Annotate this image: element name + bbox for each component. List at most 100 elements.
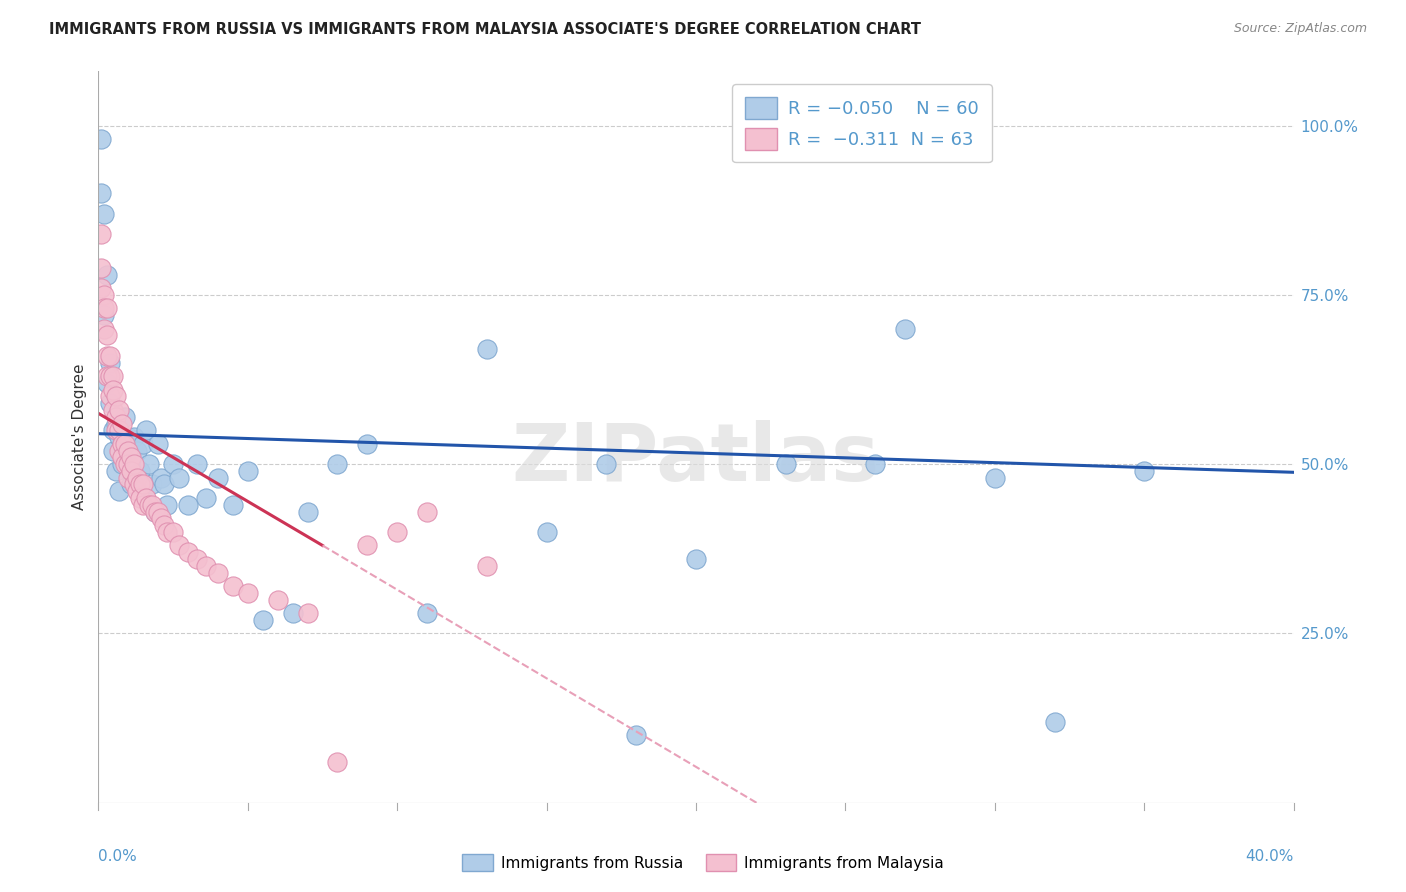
Point [98, 396, 122, 410]
Text: Source: ZipAtlas.com: Source: ZipAtlas.com [1233, 22, 1367, 36]
Point [103, 369, 125, 384]
Point [96, 369, 118, 384]
Point [111, 417, 134, 431]
Legend: Immigrants from Russia, Immigrants from Malaysia: Immigrants from Russia, Immigrants from … [456, 848, 950, 877]
Point [108, 484, 131, 499]
Point [475, 558, 498, 573]
Point [93, 206, 115, 220]
Point [148, 437, 170, 451]
Point [127, 443, 149, 458]
Point [90, 186, 112, 201]
Point [135, 491, 157, 505]
Point [117, 443, 139, 458]
Point [186, 457, 208, 471]
Point [96, 328, 118, 343]
Point [129, 464, 152, 478]
Point [96, 349, 118, 363]
Point [93, 308, 115, 322]
Point [120, 477, 142, 491]
Point [124, 471, 146, 485]
Point [96, 268, 118, 282]
Text: ZIPatlas: ZIPatlas [512, 420, 880, 498]
Point [894, 322, 917, 336]
Point [117, 457, 139, 471]
Point [138, 457, 160, 471]
Point [186, 552, 208, 566]
Point [153, 477, 176, 491]
Point [475, 342, 498, 356]
Point [96, 301, 118, 316]
Point [111, 437, 134, 451]
Point [120, 457, 142, 471]
Point [143, 505, 166, 519]
Point [111, 437, 134, 451]
Point [148, 505, 170, 519]
Point [416, 505, 439, 519]
Point [127, 471, 149, 485]
Point [156, 498, 179, 512]
Point [207, 566, 229, 580]
Point [177, 498, 200, 512]
Point [93, 322, 115, 336]
Point [103, 383, 125, 397]
Point [1133, 464, 1156, 478]
Point [105, 409, 128, 424]
Point [153, 518, 176, 533]
Point [595, 457, 617, 471]
Point [326, 457, 349, 471]
Point [132, 477, 155, 491]
Point [865, 457, 887, 471]
Point [127, 484, 149, 499]
Point [207, 471, 229, 485]
Point [108, 443, 131, 458]
Point [90, 132, 112, 146]
Point [167, 538, 190, 552]
Point [236, 586, 259, 600]
Point [108, 430, 131, 444]
Point [114, 450, 136, 465]
Point [105, 423, 128, 437]
Point [103, 443, 125, 458]
Point [98, 389, 122, 403]
Point [135, 423, 157, 437]
Point [120, 450, 142, 465]
Legend: R = −0.050    N = 60, R =  −0.311  N = 63: R = −0.050 N = 60, R = −0.311 N = 63 [733, 84, 991, 162]
Point [105, 389, 128, 403]
Point [114, 437, 136, 451]
Text: 0.0%: 0.0% [98, 849, 138, 863]
Point [114, 409, 136, 424]
Point [90, 260, 112, 275]
Text: IMMIGRANTS FROM RUSSIA VS IMMIGRANTS FROM MALAYSIA ASSOCIATE'S DEGREE CORRELATIO: IMMIGRANTS FROM RUSSIA VS IMMIGRANTS FRO… [49, 22, 921, 37]
Point [356, 437, 378, 451]
Point [984, 471, 1007, 485]
Point [162, 457, 184, 471]
Point [120, 464, 142, 478]
Point [98, 355, 122, 369]
Point [103, 423, 125, 437]
Point [114, 457, 136, 471]
Point [93, 301, 115, 316]
Point [108, 423, 131, 437]
Point [105, 464, 128, 478]
Point [93, 288, 115, 302]
Point [177, 545, 200, 559]
Point [132, 498, 155, 512]
Point [297, 606, 319, 620]
Point [775, 457, 797, 471]
Point [117, 430, 139, 444]
Point [143, 505, 166, 519]
Point [129, 477, 152, 491]
Point [626, 728, 648, 742]
Point [222, 498, 245, 512]
Point [416, 606, 439, 620]
Y-axis label: Associate's Degree: Associate's Degree [72, 364, 87, 510]
Point [536, 524, 558, 539]
Point [236, 464, 259, 478]
Point [124, 430, 146, 444]
Point [1043, 714, 1066, 729]
Point [195, 558, 218, 573]
Point [167, 471, 190, 485]
Point [252, 613, 274, 627]
Point [138, 498, 160, 512]
Point [108, 403, 131, 417]
